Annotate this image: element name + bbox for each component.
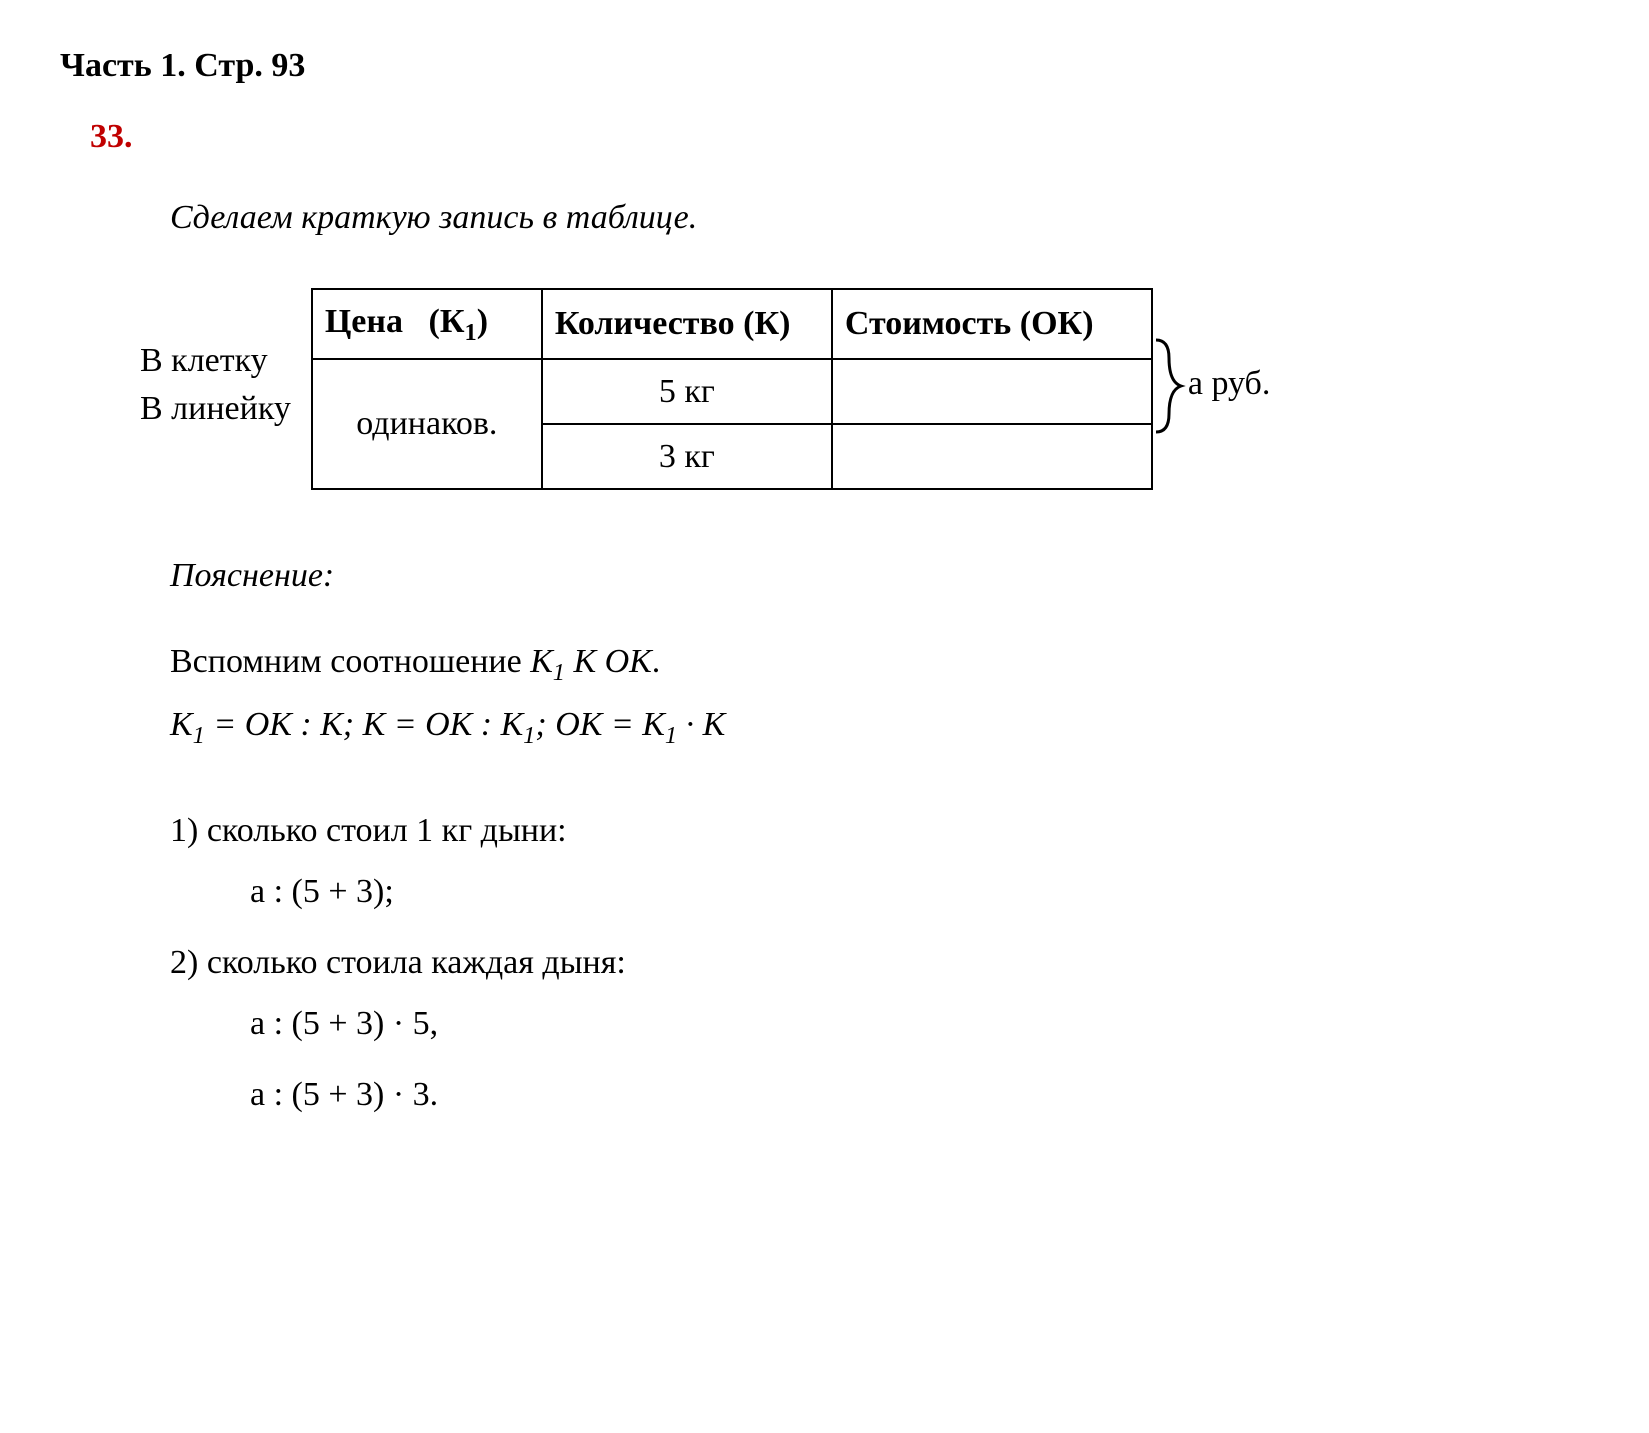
table-header-row: Цена (К1) Количество (К) Стоимость (ОК) (312, 289, 1152, 359)
qty-cell-2: 3 кг (542, 424, 832, 489)
table-section: В клетку В линейку Цена (К1) Количество … (140, 288, 1589, 490)
solution-answer-2a: а : (5 + 3) · 5, (250, 998, 1589, 1049)
solution-answer-2b: а : (5 + 3) · 3. (250, 1069, 1589, 1120)
row-label-1: В клетку (140, 336, 291, 384)
page-header: Часть 1. Стр. 93 (60, 40, 1589, 91)
solution-question-2: 2) сколько стоила каждая дыня: (170, 937, 1589, 988)
table-row: одинаков. 5 кг (312, 359, 1152, 424)
qty-cell-1: 5 кг (542, 359, 832, 424)
col-header-cost: Стоимость (ОК) (832, 289, 1152, 359)
row-labels: В клетку В линейку (140, 336, 291, 432)
explanation-recall: Вспомним соотношение К1 К ОК. (170, 636, 1589, 692)
col-header-price: Цена (К1) (312, 289, 542, 359)
solution-answer-1: а : (5 + 3); (250, 866, 1589, 917)
curly-bracket-icon (1151, 336, 1191, 436)
bracket-label: а руб. (1188, 358, 1271, 409)
cost-cell-2 (832, 424, 1152, 489)
col-header-quantity: Количество (К) (542, 289, 832, 359)
intro-text: Сделаем краткую запись в таблице. (170, 192, 1589, 243)
row-label-2: В линейку (140, 384, 291, 432)
solution-question-1: 1) сколько стоил 1 кг дыни: (170, 805, 1589, 856)
problem-number: 33. (90, 111, 1589, 162)
price-cell: одинаков. (312, 359, 542, 489)
cost-cell-1 (832, 359, 1152, 424)
data-table: Цена (К1) Количество (К) Стоимость (ОК) … (311, 288, 1153, 490)
explanation-heading: Пояснение: (170, 550, 1589, 601)
formula-line: К1 = ОК : К; К = ОК : К1; ОК = К1 · К (170, 699, 1589, 755)
